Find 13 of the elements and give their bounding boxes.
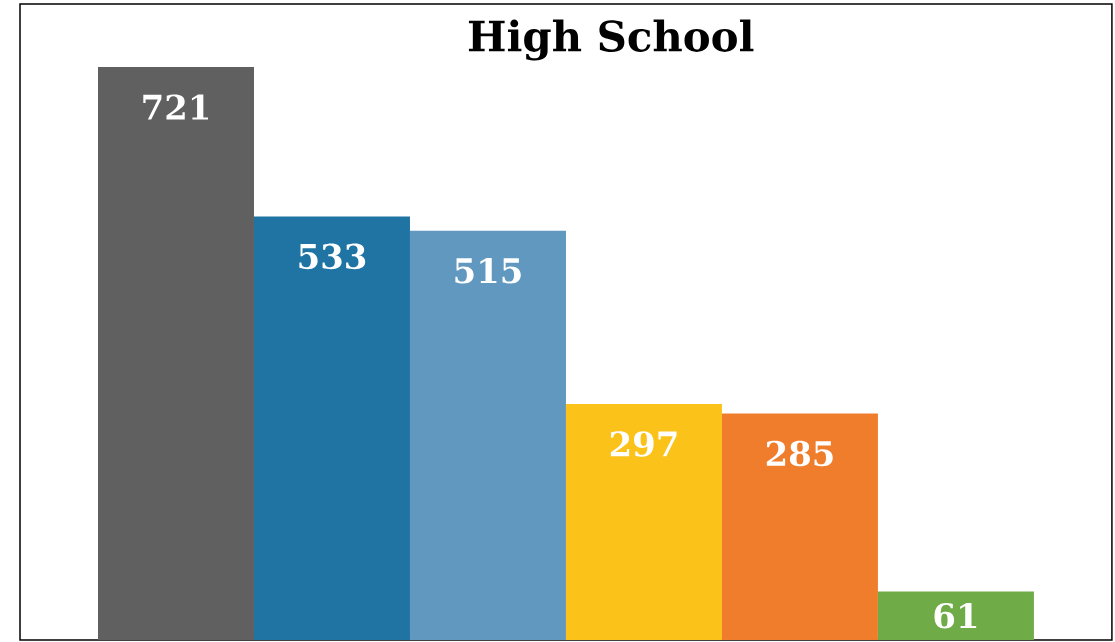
bar (98, 66, 254, 640)
data-label: 533 (299, 243, 366, 270)
bar (409, 230, 566, 640)
data-label: 515 (455, 257, 521, 284)
data-label: 61 (934, 602, 977, 629)
chart-title: High School (468, 19, 754, 61)
bar (877, 591, 1034, 640)
data-label: 297 (610, 431, 677, 457)
data-label: 721 (143, 94, 208, 120)
bar (565, 403, 722, 640)
bar (253, 216, 410, 640)
data-label: 285 (766, 440, 833, 467)
bar (721, 413, 878, 640)
